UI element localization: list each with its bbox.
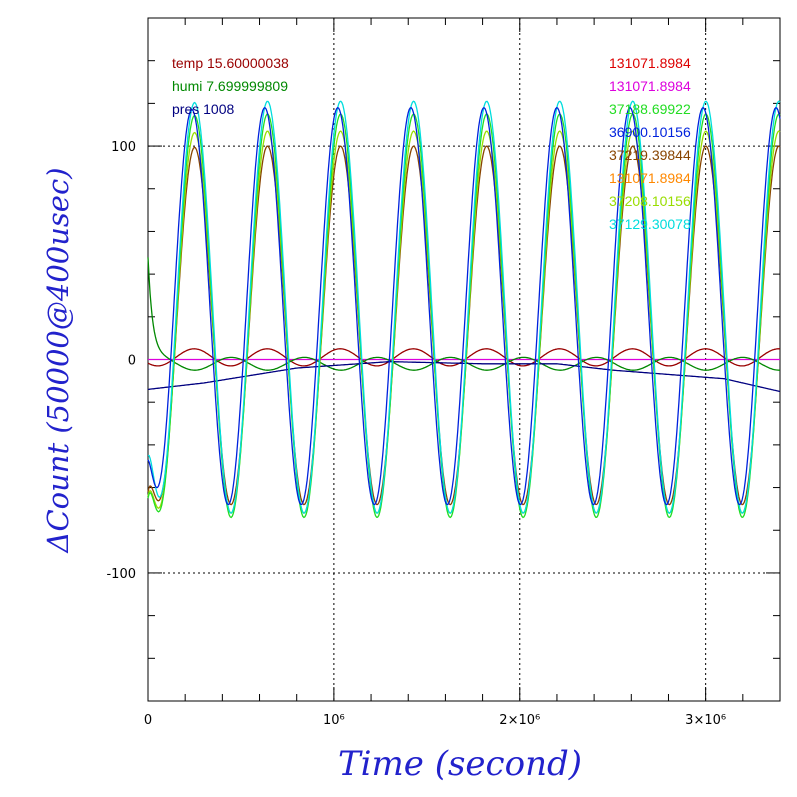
series-line-3 bbox=[147, 360, 781, 393]
legend-right-entry: 37208.10156 bbox=[609, 193, 691, 209]
y-tick-label: 100 bbox=[111, 140, 136, 155]
legend-right-entry: 37129.30078 bbox=[609, 216, 691, 232]
legend-right-entry: 131071.8984 bbox=[609, 55, 691, 71]
series-line-5 bbox=[147, 130, 781, 515]
x-tick-label: 2×10⁶ bbox=[499, 713, 540, 728]
y-tick-label: 0 bbox=[128, 354, 136, 369]
series-line-7 bbox=[147, 100, 781, 515]
series-line-8 bbox=[147, 106, 781, 506]
series-line-0 bbox=[147, 348, 781, 367]
x-tick-label: 10⁶ bbox=[323, 713, 345, 728]
tick-marks bbox=[147, 17, 781, 702]
legend-left-entry: humi 7.699999809 bbox=[172, 78, 288, 94]
y-tick-label: -100 bbox=[106, 567, 136, 582]
series-line-2 bbox=[147, 257, 780, 371]
y-axis-title: ΔCount (50000@400usec) bbox=[41, 167, 75, 553]
x-tick-label: 3×10⁶ bbox=[685, 713, 726, 728]
legend-right-entry: 37219.39844 bbox=[609, 147, 691, 163]
y-tick-labels: -100 0 100 bbox=[106, 140, 136, 582]
legend-right-entry: 131071.8984 bbox=[609, 78, 691, 94]
series-group bbox=[147, 100, 781, 519]
legend-left-entry: pres 1008 bbox=[172, 101, 234, 117]
legend-right: 131071.8984 131071.8984 37188.69922 36900.1… bbox=[609, 55, 691, 232]
legend-right-entry: 37188.69922 bbox=[609, 101, 691, 117]
x-tick-labels: 0 10⁶ 2×10⁶ 3×10⁶ bbox=[144, 713, 726, 728]
legend-left-entry: temp 15.60000038 bbox=[172, 55, 289, 71]
x-tick-label: 0 bbox=[144, 713, 152, 728]
legend-left: temp 15.60000038 humi 7.699999809 pres 100… bbox=[172, 55, 289, 117]
x-axis-title: Time (second) bbox=[338, 744, 582, 784]
legend-right-entry: 36900.10156 bbox=[609, 124, 691, 140]
legend-right-entry: 131071.8984 bbox=[609, 170, 691, 186]
